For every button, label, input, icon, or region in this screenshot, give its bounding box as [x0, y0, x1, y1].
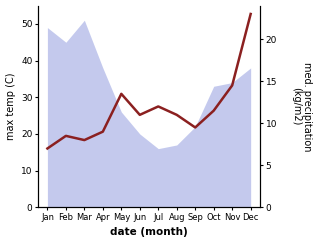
X-axis label: date (month): date (month): [110, 227, 188, 237]
Y-axis label: med. precipitation
(kg/m2): med. precipitation (kg/m2): [291, 62, 313, 151]
Y-axis label: max temp (C): max temp (C): [5, 73, 16, 140]
